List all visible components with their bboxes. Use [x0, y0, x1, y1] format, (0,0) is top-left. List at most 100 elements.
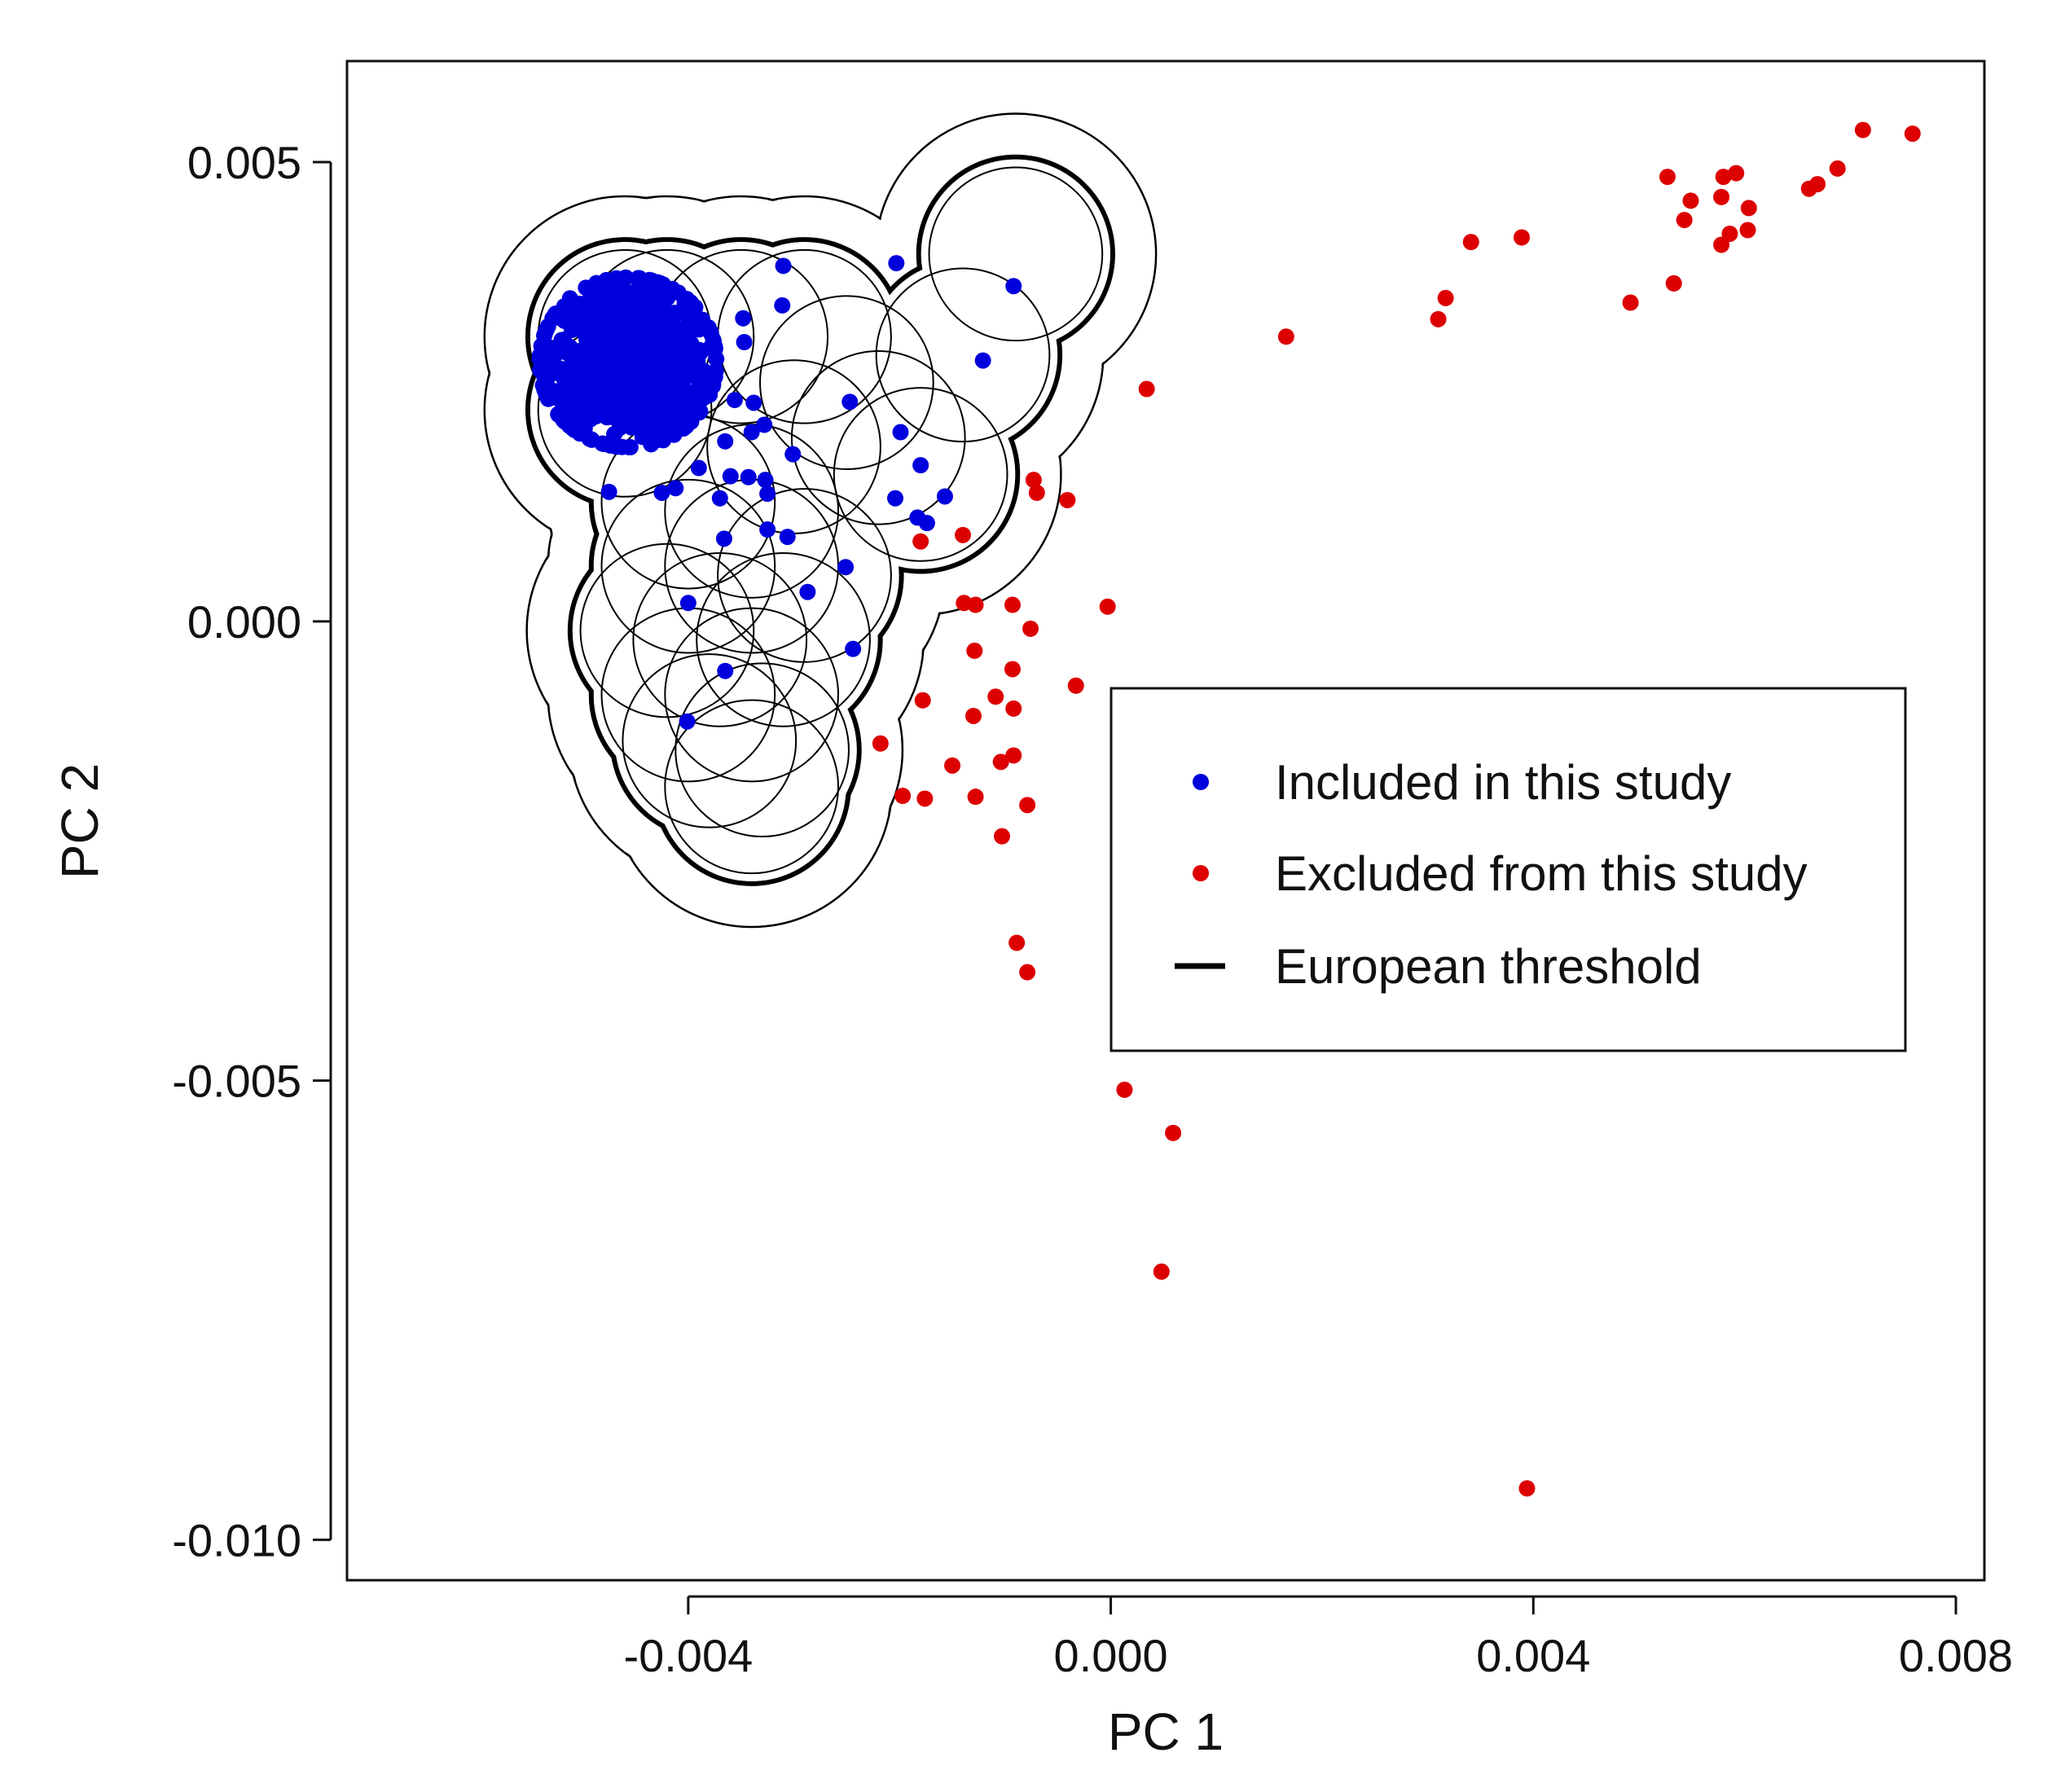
inner-circle-8 [833, 387, 1008, 562]
included-cluster-point [556, 377, 573, 394]
x-tick-label: 0.004 [1476, 1630, 1590, 1681]
included-cluster-point [555, 365, 572, 382]
included-point [717, 433, 734, 450]
included-point [679, 713, 696, 730]
legend-threshold-label: European threshold [1275, 939, 1702, 994]
threshold-ring-5 [747, 283, 947, 482]
excluded-point [1099, 598, 1116, 615]
included-cluster-point [585, 371, 602, 388]
included-point [715, 530, 732, 547]
x-tick-label: 0.000 [1053, 1630, 1167, 1681]
y-axis: 0.005 0.000 -0.005 -0.010 [172, 137, 332, 1566]
excluded-point [966, 642, 983, 659]
included-point [690, 459, 707, 477]
excluded-point [1713, 236, 1730, 253]
excluded-point [955, 526, 972, 543]
excluded-point [1005, 700, 1022, 717]
excluded-point [967, 788, 984, 806]
outer-threshold-boundary [483, 112, 1158, 929]
excluded-point [1740, 200, 1757, 217]
included-point [759, 485, 776, 503]
legend-excluded-label: Excluded from this study [1275, 846, 1808, 901]
included-cluster-point [547, 305, 565, 322]
included-cluster-point [587, 348, 604, 365]
included-point [784, 446, 802, 463]
included-point [774, 296, 791, 314]
y-tick-label: -0.005 [172, 1056, 301, 1107]
x-axis: -0.004 0.000 0.004 0.008 [623, 1595, 2013, 1681]
inner-circle-17 [632, 552, 808, 727]
excluded-point [1800, 180, 1817, 197]
included-cluster-point [663, 397, 680, 415]
included-point [743, 424, 760, 441]
excluded-point [1904, 125, 1921, 143]
included-cluster-point [707, 362, 724, 380]
included-cluster-point [660, 362, 677, 380]
included-cluster-point [592, 280, 609, 297]
included-point [759, 521, 776, 538]
included-cluster-point [634, 428, 651, 446]
included-point [717, 662, 734, 679]
included-point [653, 484, 670, 501]
included-point [845, 640, 862, 657]
inner-circle-18 [696, 552, 871, 727]
threshold-ring-21 [609, 641, 809, 841]
excluded-point [1004, 661, 1021, 678]
included-cluster-point [659, 289, 676, 306]
inner-circle-22 [674, 662, 850, 838]
excluded-point [1713, 188, 1730, 205]
legend-included-label: Included in this study [1275, 755, 1731, 810]
inner-circle-9 [875, 267, 1051, 443]
y-tick-label: -0.010 [172, 1514, 301, 1566]
threshold-ring-10 [916, 154, 1115, 354]
inner-circle-5 [759, 295, 934, 470]
excluded-point [1437, 289, 1454, 306]
included-point [600, 483, 617, 500]
included-point [667, 480, 684, 497]
excluded-point [1854, 121, 1871, 138]
excluded-point [1028, 484, 1045, 501]
outer-ring-7 [736, 296, 1020, 579]
included-point [841, 393, 859, 411]
excluded-point [1004, 596, 1021, 613]
included-point [735, 310, 752, 327]
included-point [736, 334, 753, 351]
excluded-point [1721, 225, 1738, 242]
excluded-point [1138, 380, 1155, 397]
excluded-point [1022, 620, 1039, 637]
y-tick-label: 0.000 [187, 596, 301, 648]
data-points [600, 121, 1921, 1497]
inner-circle-23 [664, 699, 839, 875]
included-point [1005, 278, 1022, 295]
included-cluster-point [585, 294, 602, 311]
excluded-point [964, 707, 982, 724]
x-axis-title: PC 1 [1108, 1702, 1224, 1761]
included-cluster-point [561, 338, 578, 355]
excluded-point [1025, 472, 1042, 489]
included-cluster-point [611, 286, 628, 303]
excluded-point [1019, 797, 1036, 814]
included-cluster-points [531, 269, 725, 456]
y-tick-label: 0.005 [187, 137, 301, 188]
threshold-ring-9 [863, 255, 1063, 455]
included-cluster-point [600, 362, 617, 379]
excluded-point [1514, 229, 1531, 246]
included-cluster-point [621, 416, 638, 433]
inner-circle-21 [622, 653, 798, 828]
excluded-point [1430, 310, 1447, 327]
excluded-point [994, 828, 1010, 845]
included-point [756, 416, 773, 433]
included-cluster-point [534, 376, 551, 393]
european-threshold-boundary [525, 154, 1115, 886]
excluded-point [1715, 169, 1732, 186]
included-cluster-point [569, 390, 586, 407]
included-cluster-point [648, 300, 666, 317]
included-cluster-point [689, 356, 706, 373]
included-cluster-point [701, 386, 718, 403]
legend-box [1109, 687, 1907, 1052]
included-point [779, 529, 796, 546]
included-point [679, 595, 696, 612]
excluded-point [1277, 328, 1294, 345]
included-cluster-point [593, 322, 610, 339]
